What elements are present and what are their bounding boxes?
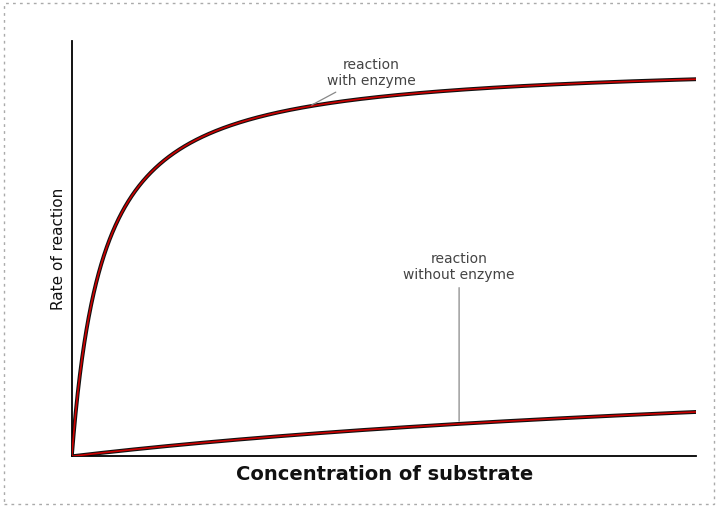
Text: reaction
without enzyme: reaction without enzyme (404, 252, 515, 421)
Y-axis label: Rate of reaction: Rate of reaction (51, 187, 66, 310)
X-axis label: Concentration of substrate: Concentration of substrate (236, 464, 533, 484)
Text: reaction
with enzyme: reaction with enzyme (312, 58, 416, 105)
